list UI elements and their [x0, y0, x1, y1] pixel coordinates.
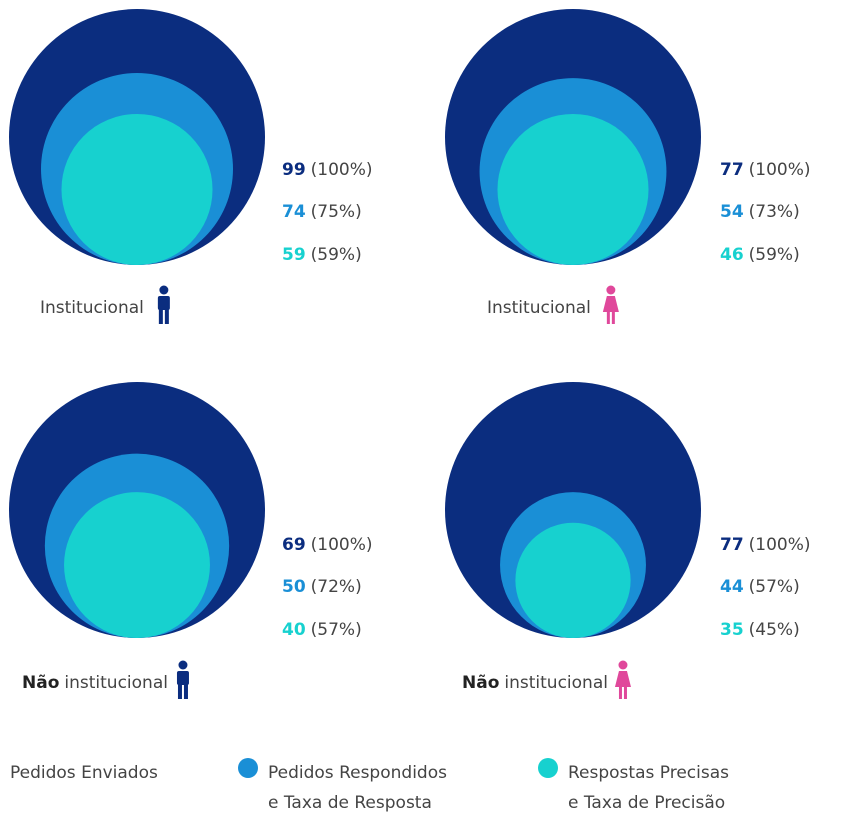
icon-body — [602, 296, 619, 312]
panel-label: Institucional — [487, 298, 591, 318]
male-icon — [176, 660, 189, 699]
value-label: 59 (59%) — [282, 245, 362, 265]
value-label: 35 (45%) — [720, 620, 800, 640]
rate: (100%) — [311, 160, 373, 180]
icon-leg — [606, 311, 610, 324]
icon-body — [614, 671, 631, 687]
panel: 77 (100%) 44 (57%) 35 (45%) Não institucional — [445, 382, 811, 693]
value-label: 44 (57%) — [720, 577, 800, 597]
circle — [515, 522, 631, 639]
rate: (57%) — [311, 620, 362, 640]
rate: (72%) — [311, 577, 362, 597]
icon-leg — [618, 686, 622, 699]
value-label: 77 (100%) — [720, 535, 811, 555]
count: 44 — [720, 577, 744, 597]
rate: (57%) — [749, 577, 800, 597]
icon-leg — [158, 309, 163, 324]
panel: 77 (100%) 54 (73%) 46 (59%) Institucional — [445, 9, 811, 318]
value-label: 74 (75%) — [282, 202, 362, 222]
count: 69 — [282, 535, 306, 555]
value-label: 50 (72%) — [282, 577, 362, 597]
rate: (100%) — [311, 535, 373, 555]
icon-leg — [164, 309, 169, 324]
label: institucional — [504, 673, 608, 693]
count: 99 — [282, 160, 306, 180]
rate: (100%) — [749, 160, 811, 180]
rate: (45%) — [749, 620, 800, 640]
legend-dot — [238, 758, 258, 778]
panel: 69 (100%) 50 (72%) 40 (57%) Não institucional — [9, 382, 373, 693]
legend-label: Pedidos Enviados — [10, 763, 158, 783]
legend-label: e Taxa de Resposta — [268, 793, 432, 813]
value-label: 99 (100%) — [282, 160, 373, 180]
male-icon — [157, 285, 170, 324]
value-label: 77 (100%) — [720, 160, 811, 180]
count: 59 — [282, 245, 306, 265]
icon-leg — [611, 311, 615, 324]
count: 35 — [720, 620, 744, 640]
female-icon — [602, 285, 619, 324]
label-bold: Não — [462, 673, 499, 693]
legend-label: Pedidos Respondidos — [268, 763, 447, 783]
circle — [64, 492, 210, 638]
value-label: 69 (100%) — [282, 535, 373, 555]
label: institucional — [64, 673, 168, 693]
rate: (59%) — [749, 245, 800, 265]
icon-leg — [183, 684, 188, 699]
legend-dot — [538, 758, 558, 778]
value-label: 46 (59%) — [720, 245, 800, 265]
panel: 99 (100%) 74 (75%) 59 (59%) Institucional — [9, 9, 373, 318]
count: 46 — [720, 245, 744, 265]
label: Institucional — [487, 298, 591, 318]
panel-label: Não institucional — [22, 673, 168, 693]
rate: (59%) — [311, 245, 362, 265]
count: 50 — [282, 577, 306, 597]
icon-leg — [177, 684, 182, 699]
icon-head — [159, 285, 169, 295]
count: 54 — [720, 202, 744, 222]
label-bold: Não — [22, 673, 59, 693]
count: 40 — [282, 620, 306, 640]
panel-label: Não institucional — [462, 673, 608, 693]
count: 77 — [720, 535, 744, 555]
circle — [61, 113, 213, 266]
icon-head — [178, 660, 188, 670]
icon-body — [176, 671, 189, 685]
count: 74 — [282, 202, 306, 222]
icon-head — [618, 660, 628, 670]
legend-label: e Taxa de Precisão — [568, 793, 725, 813]
icon-head — [606, 285, 616, 295]
rate: (100%) — [749, 535, 811, 555]
rate: (73%) — [749, 202, 800, 222]
circle — [497, 113, 649, 266]
icon-body — [157, 296, 170, 310]
label: Institucional — [40, 298, 144, 318]
value-label: 40 (57%) — [282, 620, 362, 640]
count: 77 — [720, 160, 744, 180]
value-label: 54 (73%) — [720, 202, 800, 222]
icon-leg — [623, 686, 627, 699]
legend-label: Respostas Precisas — [568, 763, 729, 783]
female-icon — [614, 660, 631, 699]
panel-label: Institucional — [40, 298, 144, 318]
rate: (75%) — [311, 202, 362, 222]
legend: Pedidos Enviados Pedidos Respondidos e Tax… — [10, 758, 729, 813]
